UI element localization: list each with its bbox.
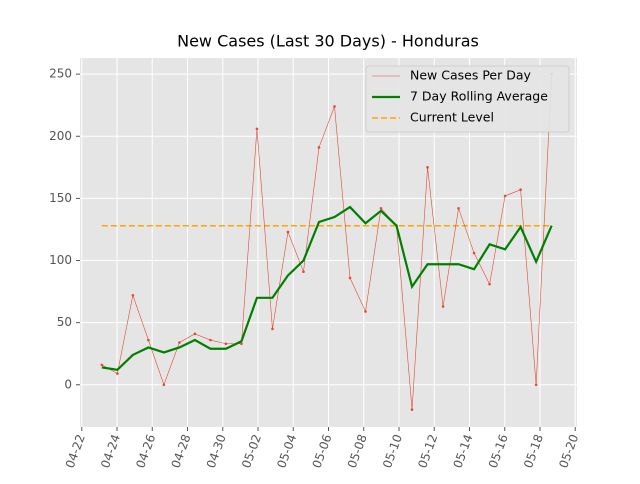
x-tick-label: 05-18 — [521, 432, 546, 470]
data-point — [209, 338, 212, 342]
data-point — [488, 282, 491, 286]
legend-label: New Cases Per Day — [410, 68, 531, 83]
data-point — [472, 251, 476, 255]
x-tick-label: 04-24 — [98, 432, 123, 470]
data-point — [441, 305, 445, 308]
data-point — [131, 294, 135, 297]
data-point — [364, 310, 367, 313]
y-tick-label: 0 — [64, 377, 72, 391]
legend-box — [365, 65, 570, 133]
x-tick-label: 05-08 — [345, 432, 370, 470]
data-point — [100, 363, 104, 367]
legend-label: 7 Day Rolling Average — [410, 89, 548, 104]
data-point — [317, 146, 321, 149]
x-tick-label: 05-12 — [415, 432, 440, 470]
data-point — [379, 207, 383, 210]
chart-title: New Cases (Last 30 Days) - Honduras — [177, 32, 479, 51]
y-tick-label: 50 — [57, 315, 72, 329]
legend-label: Current Level — [410, 110, 494, 125]
data-point — [333, 105, 336, 108]
y-tick-label: 200 — [49, 129, 72, 143]
data-point — [457, 207, 460, 210]
data-point — [503, 194, 507, 198]
data-point — [224, 342, 228, 346]
data-point — [178, 341, 181, 344]
x-tick-label: 04-28 — [169, 432, 194, 470]
data-point — [302, 270, 305, 273]
data-point — [147, 338, 150, 342]
y-tick-label: 250 — [49, 67, 72, 81]
y-tick-label: 100 — [49, 253, 72, 267]
x-tick-label: 05-06 — [310, 432, 335, 470]
data-point — [116, 372, 119, 375]
data-point — [426, 166, 429, 169]
data-point — [193, 332, 197, 336]
x-tick-label: 05-16 — [486, 432, 511, 470]
x-tick-label: 04-26 — [133, 432, 158, 470]
data-point — [534, 383, 538, 387]
series-line — [101, 205, 553, 372]
data-point — [255, 127, 259, 131]
x-tick-label: 05-20 — [556, 432, 581, 470]
data-point — [519, 188, 522, 191]
series-line — [101, 74, 552, 410]
x-tick-label: 05-10 — [380, 432, 405, 470]
data-point — [348, 276, 352, 280]
y-tick-label: 150 — [49, 191, 72, 205]
data-point — [240, 342, 243, 346]
data-point — [271, 327, 274, 331]
data-point — [162, 383, 166, 387]
x-tick-label: 05-14 — [451, 432, 476, 470]
x-tick-label: 05-04 — [274, 432, 299, 470]
data-point — [286, 230, 290, 234]
x-tick-label: 04-30 — [204, 432, 229, 470]
data-point — [410, 408, 414, 411]
x-tick-label: 04-22 — [63, 432, 88, 470]
x-tick-label: 05-02 — [239, 432, 264, 470]
